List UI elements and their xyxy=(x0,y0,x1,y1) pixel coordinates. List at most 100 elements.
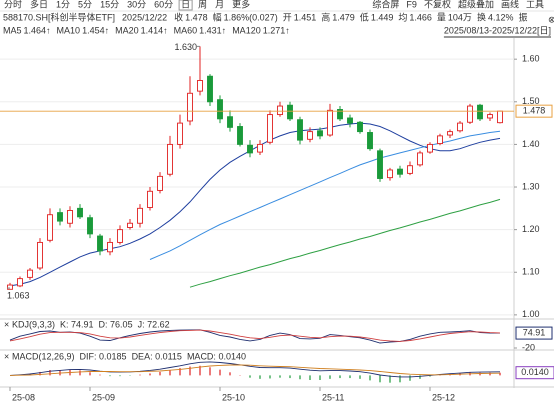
tab[interactable]: 分时 xyxy=(4,0,22,9)
candle-body xyxy=(267,114,273,143)
tool[interactable]: 工具 xyxy=(526,0,544,9)
quote-value: 1.86%(0.027) xyxy=(224,12,278,22)
tab[interactable]: 60分 xyxy=(154,0,173,9)
kdj-label: J: 72.62 xyxy=(138,319,170,329)
tool[interactable]: 画线 xyxy=(501,0,519,9)
candle-body xyxy=(417,152,423,166)
candle-body xyxy=(37,241,43,269)
candle-body xyxy=(427,143,433,153)
ma-name: MA5 xyxy=(3,25,22,35)
candle-body xyxy=(247,144,253,154)
quote-label: 幅 xyxy=(213,11,222,22)
candle-body xyxy=(217,99,223,120)
tab[interactable]: 更多 xyxy=(232,0,250,9)
ma-line xyxy=(189,198,501,288)
tab[interactable]: 月 xyxy=(215,0,224,9)
quote-label: 振 xyxy=(518,11,527,22)
macd-label: DIF: 0.0185 xyxy=(80,351,127,361)
price-annotation: 1.630 xyxy=(174,42,197,52)
tab[interactable]: 30分 xyxy=(127,0,146,9)
candle-body xyxy=(147,190,153,208)
tool[interactable]: 综合屏 xyxy=(372,0,399,9)
quote-label: 收 xyxy=(174,11,183,22)
candle-body xyxy=(277,105,283,116)
macd-value-label: 0.0140 xyxy=(521,367,549,377)
candle-body xyxy=(457,122,463,132)
ma-name: MA20 xyxy=(115,25,139,35)
candle-body xyxy=(67,210,73,224)
tool[interactable]: 超级叠加 xyxy=(458,0,494,9)
candle-body xyxy=(307,131,313,140)
quote-label: 开 xyxy=(283,12,292,22)
x-tick-label: 25-11 xyxy=(322,392,344,402)
candle-body xyxy=(237,126,243,145)
ma-name: MA10 xyxy=(57,25,81,35)
candle-body xyxy=(257,143,263,153)
kdj-label: D: 76.05 xyxy=(99,319,133,329)
close-icon[interactable]: ⊗ xyxy=(548,14,554,24)
candle-body xyxy=(167,143,173,175)
date-range: 2025/08/13-2025/12/22[日] xyxy=(444,25,551,35)
close-icon[interactable]: × xyxy=(4,319,9,329)
y-tick-label: 1.10 xyxy=(522,267,540,277)
quote-value: 1.449 xyxy=(371,12,394,22)
quote-value: 104万 xyxy=(448,12,472,22)
candle-body xyxy=(27,269,33,278)
tab[interactable]: 周 xyxy=(198,0,207,9)
ma-value: 1.414↑ xyxy=(141,25,168,35)
ma-value: 1.464↑ xyxy=(24,25,51,35)
close-icon[interactable]: × xyxy=(4,351,9,361)
tool[interactable]: F9 xyxy=(406,0,417,9)
candle-body xyxy=(17,278,23,287)
quote-label: 588170.SH[科创半导体ETF] xyxy=(3,11,115,22)
price-annotation: 1.063 xyxy=(7,290,30,300)
candle-body xyxy=(47,214,53,241)
tab[interactable]: 日 xyxy=(181,0,190,9)
kdj-title: KDJ(9,3,3) xyxy=(12,319,55,329)
macd-label: DEA: 0.0115 xyxy=(132,351,182,361)
macd-title: MACD(12,26,9) xyxy=(12,351,75,361)
quote-label: 高 xyxy=(321,11,330,22)
quote-value: 1.466 xyxy=(409,12,432,22)
tab[interactable]: 多日 xyxy=(30,0,48,9)
macd-line xyxy=(9,361,501,378)
kdj-label: K: 74.91 xyxy=(60,319,94,329)
candle-body xyxy=(317,130,323,137)
candle-body xyxy=(337,109,343,120)
ma-value: 1.271↑ xyxy=(263,25,290,35)
candle-body xyxy=(367,132,373,150)
kdj-line xyxy=(9,329,501,342)
candle-body xyxy=(227,116,233,128)
kdj-value-box xyxy=(515,326,553,340)
tab[interactable]: 5分 xyxy=(78,0,92,9)
last-price-box xyxy=(515,104,553,118)
last-price-label: 1.478 xyxy=(523,106,546,116)
quote-value: 1.478 xyxy=(185,12,208,22)
x-tick-label: 25-10 xyxy=(222,392,245,402)
candle-body xyxy=(157,175,163,191)
candle-body xyxy=(77,207,83,218)
tool[interactable]: 不复权 xyxy=(424,0,451,9)
x-tick-label: 25-08 xyxy=(12,392,35,402)
candle-body xyxy=(297,119,303,141)
candle-body xyxy=(357,121,363,133)
quote-value: 4.12% xyxy=(488,12,514,22)
candle-body xyxy=(117,229,123,243)
ma-line xyxy=(9,122,501,287)
candle-body xyxy=(467,105,473,123)
x-tick-label: 25-09 xyxy=(92,392,115,402)
candle-body xyxy=(87,217,93,235)
candle-body xyxy=(327,109,333,136)
macd-label: MACD: 0.0140 xyxy=(187,351,246,361)
y-tick-label: 1.20 xyxy=(522,224,540,234)
macd-value-box xyxy=(515,366,554,380)
y-tick-label: -20 xyxy=(522,342,535,352)
candle-body xyxy=(377,150,383,179)
tab[interactable]: 1分 xyxy=(56,0,70,9)
tab[interactable]: 15分 xyxy=(100,0,119,9)
tab-selected xyxy=(178,0,193,11)
candle-body xyxy=(187,92,193,122)
ma-value: 1.431↑ xyxy=(199,25,226,35)
